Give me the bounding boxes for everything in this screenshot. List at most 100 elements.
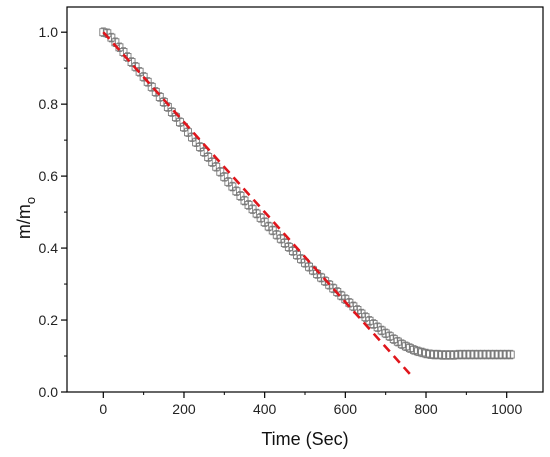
data-point [208,157,217,167]
data-point [498,349,507,360]
x-tick-label: 0 [99,401,107,417]
square-marker [462,350,471,359]
data-point [446,350,455,360]
data-point [212,162,221,172]
y-tick-label: 0.0 [39,384,59,400]
data-point [369,319,378,329]
square-marker [494,350,503,359]
square-marker [147,82,156,91]
data-point [147,82,156,92]
plot-frame [66,6,544,393]
square-marker [401,342,410,351]
square-marker [506,350,515,359]
data-point [204,152,213,162]
square-marker [139,72,148,81]
data-point [482,349,491,360]
data-point [502,349,511,360]
data-point [474,349,483,360]
square-marker [200,148,209,156]
square-marker [385,332,394,341]
x-tick-label: 800 [414,401,438,417]
square-marker [458,350,467,359]
square-marker [204,153,213,161]
data-point [264,221,273,232]
square-marker [413,347,422,356]
square-marker [422,349,430,358]
data-point [490,349,499,360]
square-marker [450,350,459,359]
x-tick-label: 1000 [491,401,522,417]
square-marker [99,28,108,37]
square-marker [470,350,479,359]
square-marker [151,87,160,96]
data-point [184,127,192,137]
square-marker [454,350,463,359]
data-point [413,346,422,357]
data-point [478,349,487,360]
square-marker [442,350,451,359]
data-point [397,339,406,349]
x-tick-label: 600 [334,401,358,417]
data-point [506,349,515,360]
data-point [470,349,479,360]
data-point [389,334,398,344]
data-point [422,348,430,359]
y-axis-title-main: m/m [14,204,34,239]
data-point [430,349,439,360]
square-marker [135,67,144,76]
square-marker [381,329,390,338]
x-tick-label: 200 [172,401,196,417]
square-marker [389,335,398,344]
square-marker [143,77,152,86]
square-marker [196,143,205,151]
data-point [377,325,386,336]
data-point [220,172,229,182]
data-point [256,213,265,223]
data-point [401,341,410,352]
data-point [232,186,241,196]
axis-layer: 0 200 400 600 800 1000 0.0 0.2 0.4 0.6 0.8 1.0 [39,6,544,417]
data-point [462,349,471,360]
square-marker [188,133,197,142]
square-marker [498,350,507,359]
data-point [405,343,414,353]
y-axis-title-subscript: o [23,197,38,204]
square-marker [438,350,447,359]
data-point [466,349,475,360]
data-point [442,350,451,360]
data-point [458,349,467,360]
square-marker [212,162,221,171]
data-point [381,328,390,339]
data-point [284,242,293,252]
square-marker [377,326,386,335]
data-point [216,167,225,177]
square-marker [220,172,229,181]
square-marker [397,340,406,349]
data-point [260,217,269,227]
square-marker [482,350,491,359]
square-marker [466,350,475,359]
data-point [188,132,197,142]
square-marker [426,350,435,359]
y-tick-label: 1.0 [39,24,59,40]
plot-layer [99,27,515,375]
square-marker [478,350,487,359]
square-marker [434,350,443,359]
data-point [196,142,205,152]
square-marker [393,337,402,346]
y-tick-label: 0.4 [39,240,59,256]
data-point [486,349,495,360]
square-marker [430,350,439,359]
data-point [409,345,418,355]
square-marker [405,344,414,353]
square-marker [131,62,140,71]
data-point [494,349,503,360]
linear-fit-line [102,31,411,375]
y-axis-title: m/mo [14,197,38,239]
square-marker [446,350,455,359]
square-marker [418,348,426,357]
data-point [200,147,209,157]
square-marker [502,350,511,359]
y-tick-label: 0.6 [39,168,59,184]
